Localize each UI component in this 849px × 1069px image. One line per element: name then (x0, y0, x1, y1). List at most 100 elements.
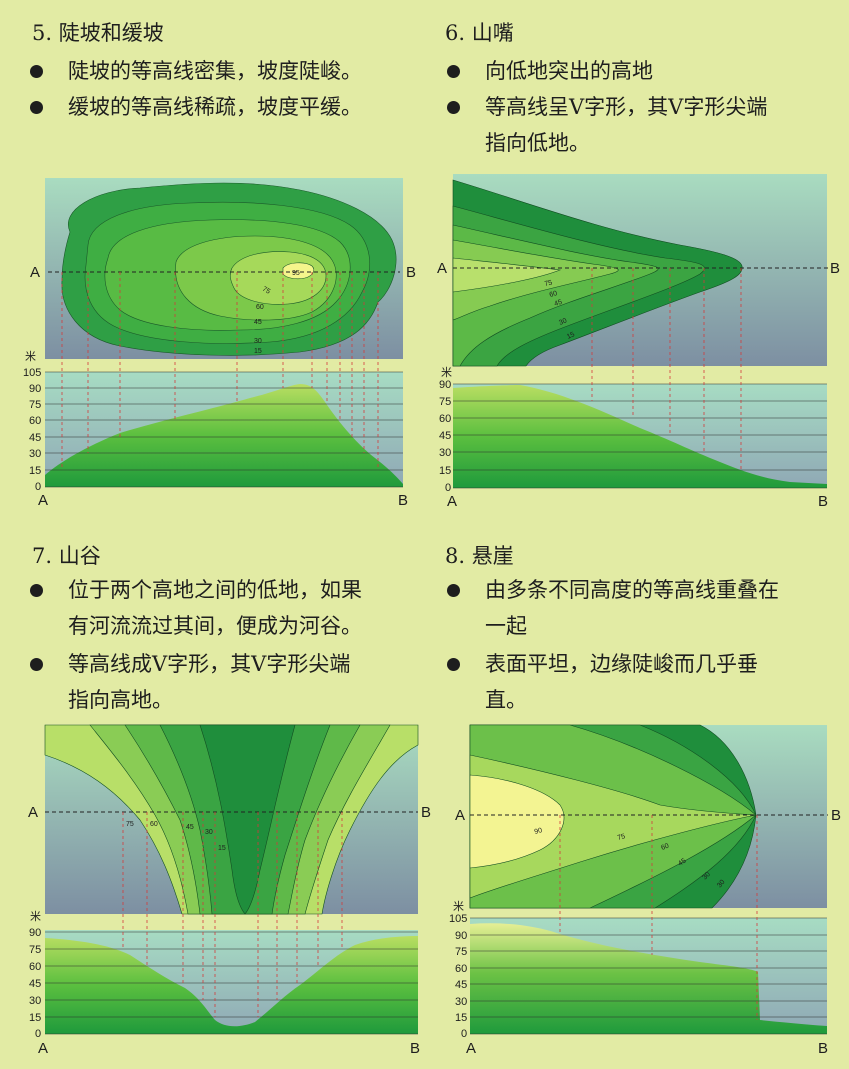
y-tick: 45 (29, 978, 41, 990)
panel6-title: 6. 山嘴 (445, 21, 514, 45)
y-tick: 15 (29, 1012, 41, 1024)
contour-label: 30 (716, 879, 726, 890)
panel7-bullet-1: 位于两个高地之间的低地，如果 (30, 573, 420, 608)
panel5-bullet-2: 缓坡的等高线稀疏，坡度平缓。 (30, 90, 410, 125)
contour-label: 15 (566, 331, 576, 341)
y-tick: 90 (29, 383, 41, 395)
panel5-map: 95 75 60 45 30 15 (45, 178, 403, 359)
y-tick: 90 (455, 930, 467, 942)
y-tick: 105 (23, 367, 41, 379)
y-tick: 15 (455, 1012, 467, 1024)
y-tick: 0 (35, 481, 41, 493)
y-tick: 0 (35, 1028, 41, 1040)
panel6-map: 75 60 45 30 15 (452, 174, 828, 367)
contour-label: 60 (150, 821, 158, 828)
contour-label: 30 (701, 871, 712, 882)
panel8-profile (470, 815, 827, 1035)
y-tick: 90 (439, 379, 451, 391)
y-tick: 15 (29, 465, 41, 477)
panel6-bullet-2: 等高线呈V字形，其V字形尖端 (447, 90, 837, 125)
profile-label-a: A (447, 493, 457, 510)
bullet-dot-icon (447, 101, 460, 114)
contour-label: 75 (544, 279, 553, 287)
profile-label-b: B (398, 492, 408, 509)
unit-label: 米 (441, 366, 452, 379)
y-tick: 75 (29, 944, 41, 956)
panel8-map: 90 75 60 45 30 30 (469, 724, 828, 909)
panel7-y-axis: 米 90 75 60 45 30 15 0 (29, 910, 41, 1040)
contour-label: 15 (218, 845, 226, 852)
panel6-profile (453, 268, 827, 489)
map-label-a: A (455, 807, 465, 824)
y-tick: 30 (455, 996, 467, 1008)
y-tick: 45 (455, 979, 467, 991)
unit-label: 米 (25, 350, 36, 363)
contour-label: 90 (534, 827, 543, 836)
panel7-map: 75 60 45 30 15 (44, 724, 419, 915)
bullet-dot-icon (447, 584, 460, 597)
map-label-b: B (830, 260, 840, 277)
y-tick: 60 (29, 415, 41, 427)
bullet-dot-icon (30, 584, 43, 597)
contour-label: 45 (553, 299, 563, 308)
y-tick: 0 (445, 482, 451, 494)
bullet-dot-icon (447, 658, 460, 671)
panel7-title: 7. 山谷 (32, 544, 101, 568)
y-tick: 45 (29, 432, 41, 444)
y-tick: 30 (29, 995, 41, 1007)
panel8-bullet-2-cont: 直。 (485, 688, 527, 712)
bullet-dot-icon (447, 65, 460, 78)
map-label-b: B (421, 804, 431, 821)
y-tick: 45 (439, 430, 451, 442)
contour-label: 15 (254, 348, 262, 355)
contour-label: 30 (558, 317, 568, 326)
y-tick: 90 (29, 927, 41, 939)
panel5-profile (45, 272, 403, 488)
panel5-y-axis: 米 105 90 75 60 45 30 15 0 (23, 350, 41, 493)
y-tick: 60 (29, 961, 41, 973)
contour-label: 45 (677, 857, 687, 867)
contour-label: 95 (292, 270, 300, 277)
panel5-bullet-1: 陡坡的等高线密集，坡度陡峻。 (30, 54, 410, 89)
profile-label-b: B (818, 1040, 828, 1057)
unit-label: 米 (453, 900, 464, 913)
y-tick: 0 (461, 1028, 467, 1040)
bullet-dot-icon (30, 101, 43, 114)
unit-label: 米 (30, 910, 41, 923)
contour-label: 30 (254, 338, 262, 345)
y-tick: 30 (439, 447, 451, 459)
map-label-a: A (28, 804, 38, 821)
profile-label-b: B (410, 1040, 420, 1057)
y-tick: 60 (439, 413, 451, 425)
contour-label: 30 (205, 829, 213, 836)
bullet-dot-icon (30, 658, 43, 671)
contour-label: 45 (186, 824, 194, 831)
contour-label: 75 (261, 286, 271, 296)
y-tick: 75 (29, 399, 41, 411)
panel7-profile (45, 812, 418, 1035)
profile-label-a: A (38, 492, 48, 509)
panel7-bullet-2: 等高线成V字形，其V字形尖端 (30, 647, 420, 682)
panel7-bullet-1-cont: 有河流流过其间，便成为河谷。 (68, 614, 362, 638)
panel5-title: 5. 陡坡和缓坡 (32, 21, 164, 45)
panel8-y-axis: 米 105 90 75 60 45 30 15 0 (449, 900, 467, 1040)
panel8-bullet-2: 表面平坦，边缘陡峻而几乎垂 (447, 647, 837, 682)
y-tick: 105 (449, 913, 467, 925)
map-label-a: A (30, 264, 40, 281)
y-tick: 75 (455, 946, 467, 958)
panel6-bullet-1: 向低地突出的高地 (447, 54, 837, 89)
panel6-bullet-2-cont: 指向低地。 (485, 131, 590, 155)
profile-label-b: B (818, 493, 828, 510)
y-tick: 60 (455, 963, 467, 975)
map-label-b: B (406, 264, 416, 281)
panel7-bullet-2-cont: 指向高地。 (68, 688, 173, 712)
panel8-bullet-1: 由多条不同高度的等高线重叠在 (447, 573, 837, 608)
profile-label-a: A (38, 1040, 48, 1057)
y-tick: 30 (29, 448, 41, 460)
panel8-bullet-1-cont: 一起 (485, 614, 527, 638)
contour-label: 60 (256, 304, 264, 311)
map-label-b: B (831, 807, 841, 824)
